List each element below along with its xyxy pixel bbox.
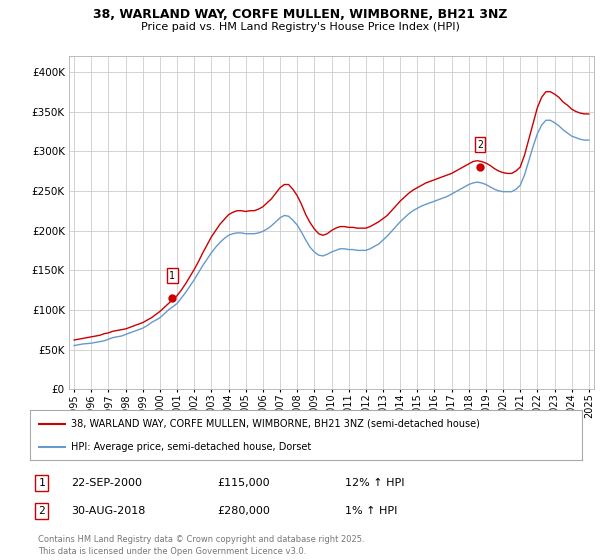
Text: 38, WARLAND WAY, CORFE MULLEN, WIMBORNE, BH21 3NZ (semi-detached house): 38, WARLAND WAY, CORFE MULLEN, WIMBORNE,…	[71, 418, 480, 428]
Text: HPI: Average price, semi-detached house, Dorset: HPI: Average price, semi-detached house,…	[71, 442, 311, 452]
Text: 2: 2	[38, 506, 45, 516]
Text: 12% ↑ HPI: 12% ↑ HPI	[344, 478, 404, 488]
Text: Price paid vs. HM Land Registry's House Price Index (HPI): Price paid vs. HM Land Registry's House …	[140, 22, 460, 32]
Text: Contains HM Land Registry data © Crown copyright and database right 2025.
This d: Contains HM Land Registry data © Crown c…	[38, 535, 365, 556]
Text: £280,000: £280,000	[218, 506, 271, 516]
Text: 1: 1	[169, 270, 175, 281]
Text: 38, WARLAND WAY, CORFE MULLEN, WIMBORNE, BH21 3NZ: 38, WARLAND WAY, CORFE MULLEN, WIMBORNE,…	[93, 8, 507, 21]
Text: 2: 2	[477, 140, 483, 150]
Text: 1: 1	[38, 478, 45, 488]
Text: £115,000: £115,000	[218, 478, 271, 488]
Text: 1% ↑ HPI: 1% ↑ HPI	[344, 506, 397, 516]
Text: 30-AUG-2018: 30-AUG-2018	[71, 506, 146, 516]
Text: 22-SEP-2000: 22-SEP-2000	[71, 478, 142, 488]
